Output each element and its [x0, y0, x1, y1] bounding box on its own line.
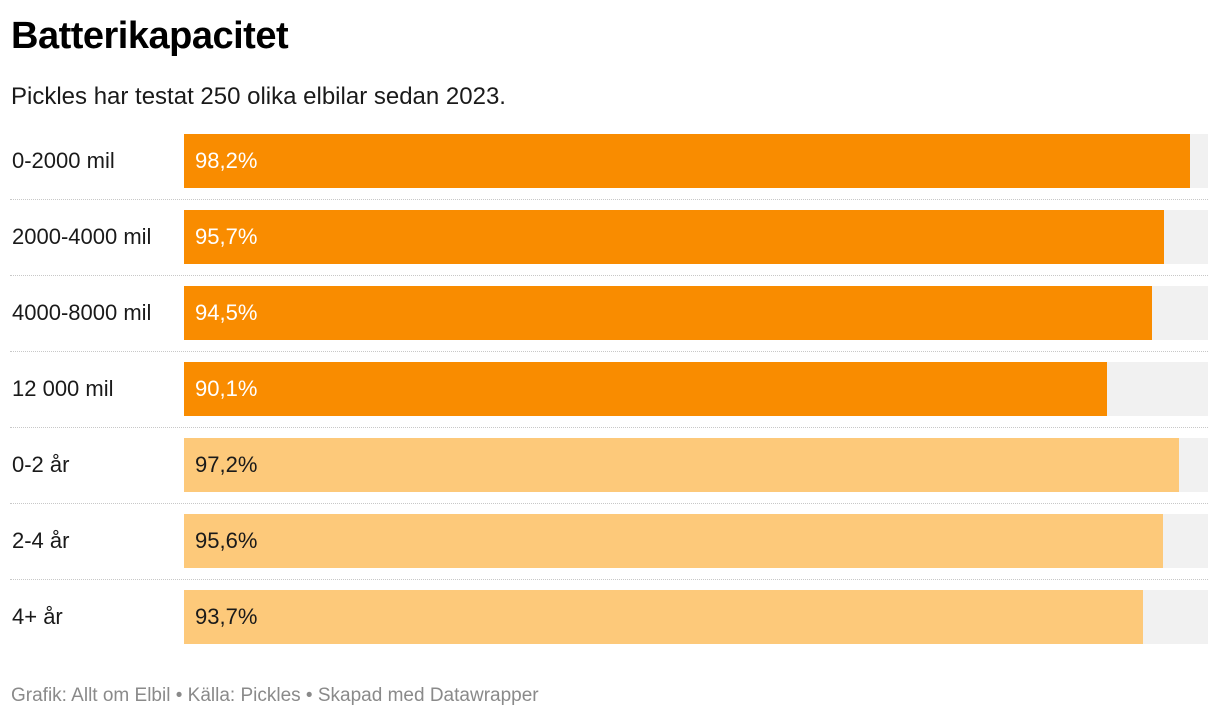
bar-value-label: 98,2% [195, 148, 258, 173]
row-separator [10, 427, 1208, 428]
footer-credit: Grafik: Allt om Elbil [11, 685, 171, 706]
bar-value-label: 97,2% [195, 452, 258, 477]
bar-row: 2-4 år 95,6% [10, 514, 1208, 590]
footer-separator: • [300, 685, 318, 706]
bar-row: 0-2 år 97,2% [10, 438, 1208, 514]
bar-track: 95,7% [184, 210, 1208, 264]
bar-track: 97,2% [184, 438, 1208, 492]
row-separator [10, 275, 1208, 276]
bar: 90,1% [184, 362, 1107, 416]
category-label: 2000-4000 mil [12, 224, 152, 249]
bar: 95,6% [184, 514, 1163, 568]
bar-track: 98,2% [184, 134, 1208, 188]
bar: 98,2% [184, 134, 1190, 188]
bar-row: 0-2000 mil 98,2% [10, 134, 1208, 210]
bar-value-label: 90,1% [195, 376, 258, 401]
bar: 93,7% [184, 590, 1143, 644]
bar-row: 12 000 mil 90,1% [10, 362, 1208, 438]
bar: 95,7% [184, 210, 1164, 264]
row-separator [10, 351, 1208, 352]
bar: 94,5% [184, 286, 1152, 340]
bar-value-label: 93,7% [195, 604, 258, 629]
category-label: 4+ år [12, 604, 63, 629]
bar-value-label: 95,7% [195, 224, 258, 249]
bar-value-label: 95,6% [195, 528, 258, 553]
bar-row: 2000-4000 mil 95,7% [10, 210, 1208, 286]
bar-row: 4+ år 93,7% [10, 590, 1208, 666]
bar-track: 94,5% [184, 286, 1208, 340]
chart-title: Batterikapacitet [11, 15, 289, 57]
bar: 97,2% [184, 438, 1179, 492]
category-label: 4000-8000 mil [12, 300, 152, 325]
category-label: 2-4 år [12, 528, 70, 553]
bar-track: 95,6% [184, 514, 1208, 568]
category-label: 12 000 mil [12, 376, 114, 401]
bar-track: 93,7% [184, 590, 1208, 644]
row-separator [10, 199, 1208, 200]
chart-subtitle: Pickles har testat 250 olika elbilar sed… [11, 83, 506, 110]
footer-tool: Skapad med Datawrapper [317, 685, 539, 706]
bar-value-label: 94,5% [195, 300, 258, 325]
category-label: 0-2 år [12, 452, 70, 477]
bar-row: 4000-8000 mil 94,5% [10, 286, 1208, 362]
row-separator [10, 503, 1208, 504]
footer-separator: • [170, 685, 188, 706]
row-separator [10, 579, 1208, 580]
chart-footer: Grafik: Allt om Elbil • Källa: Pickles •… [11, 683, 539, 709]
category-label: 0-2000 mil [12, 148, 115, 173]
bar-track: 90,1% [184, 362, 1208, 416]
footer-source: Källa: Pickles [187, 685, 301, 706]
